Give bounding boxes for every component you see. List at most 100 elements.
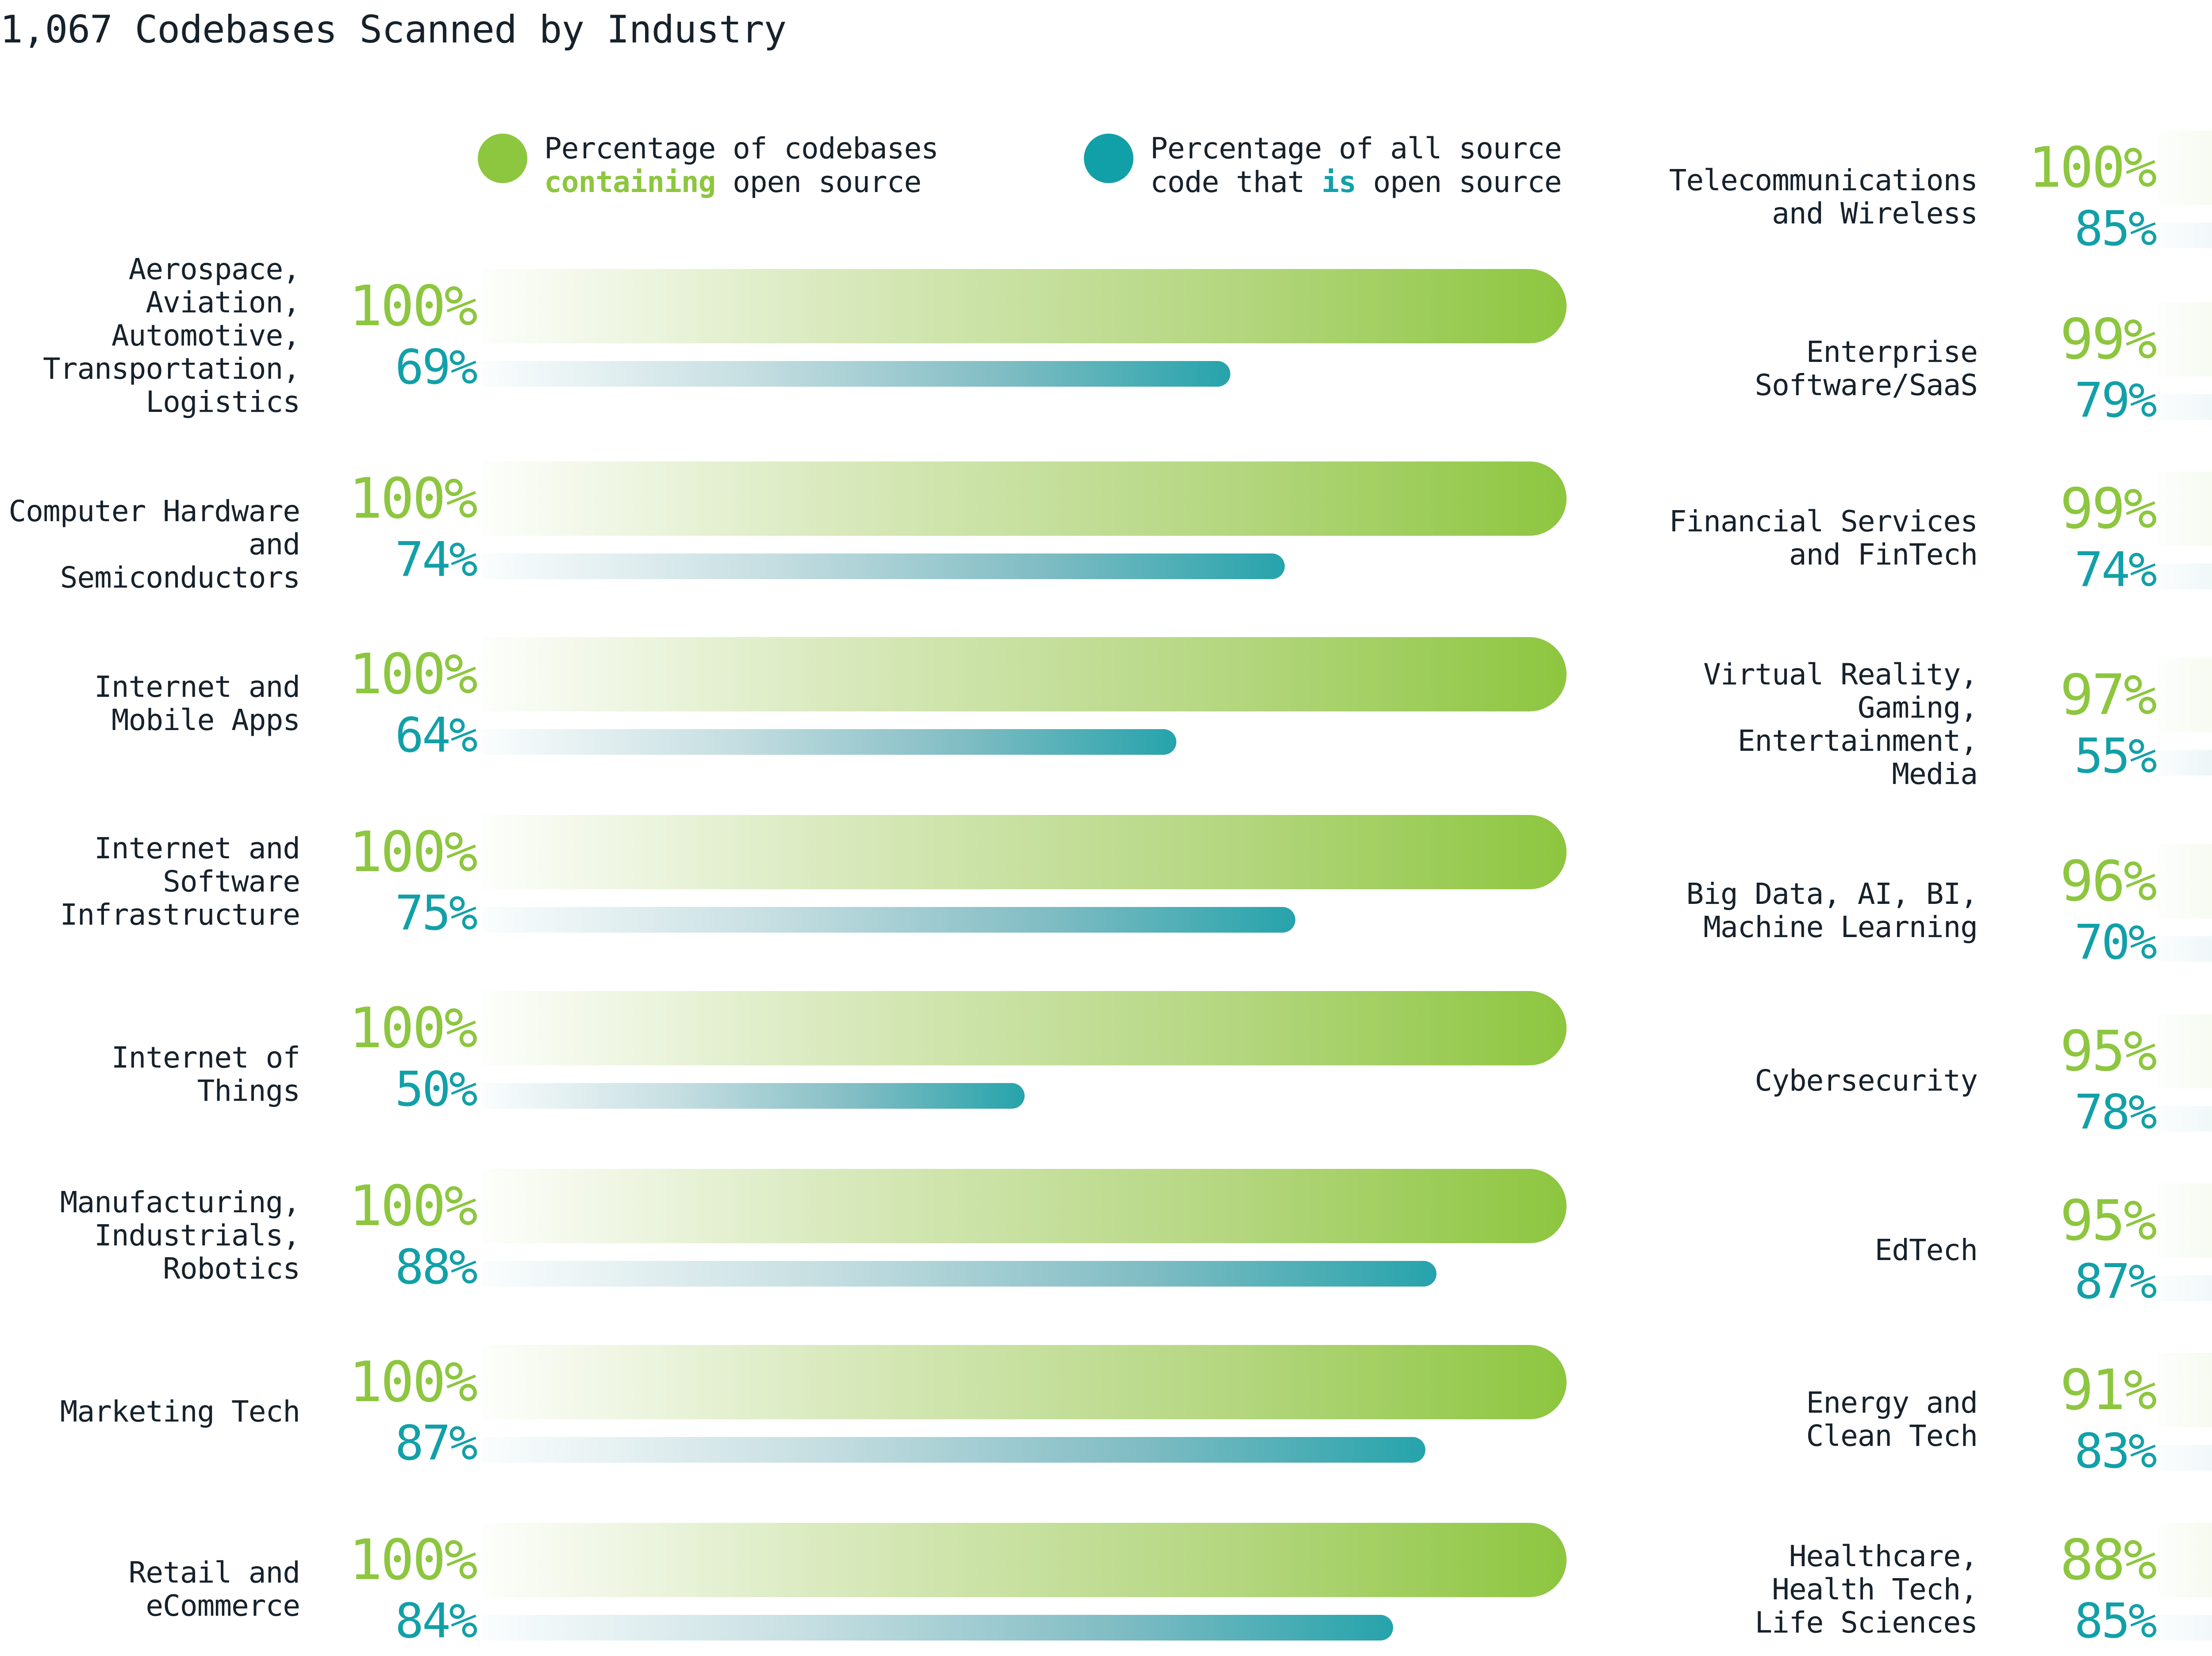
legend-line: code that is open source bbox=[1150, 165, 1562, 199]
legend-item-containing: Percentage of codebases containing open … bbox=[478, 131, 939, 199]
category-label: Enterprise Software/SaaS bbox=[1755, 335, 1978, 402]
legend-item-is-open-source: Percentage of all source code that is op… bbox=[1084, 132, 1562, 199]
legend-line: Percentage of codebases bbox=[544, 131, 939, 165]
containing-bar bbox=[2158, 658, 2212, 732]
legend-text-containing: Percentage of codebases containing open … bbox=[544, 131, 939, 199]
category-label: Retail and eCommerce bbox=[128, 1556, 300, 1623]
category-label: Big Data, AI, BI, Machine Learning bbox=[1686, 877, 1978, 944]
containing-bar bbox=[2158, 131, 2212, 205]
open-source-bar bbox=[482, 1083, 1025, 1109]
legend-rest: open source bbox=[1356, 165, 1562, 199]
containing-bar bbox=[2158, 844, 2212, 918]
open-source-bar bbox=[2158, 394, 2212, 420]
category-label: Energy and Clean Tech bbox=[1806, 1386, 1978, 1453]
category-label: Virtual Reality, Gaming, Entertainment, … bbox=[1703, 657, 1978, 791]
containing-percentage: 100% bbox=[349, 819, 478, 884]
containing-percentage: 100% bbox=[349, 1173, 478, 1238]
containing-percentage: 95% bbox=[2060, 1188, 2157, 1253]
open-source-percentage: 85% bbox=[2074, 201, 2157, 257]
open-source-percentage: 69% bbox=[395, 340, 478, 395]
open-source-percentage: 74% bbox=[2074, 542, 2157, 598]
open-source-percentage: 83% bbox=[2074, 1424, 2157, 1479]
open-source-percentage: 88% bbox=[395, 1240, 478, 1295]
category-label: Cybersecurity bbox=[1755, 1063, 1978, 1098]
open-source-percentage: 78% bbox=[2074, 1085, 2157, 1140]
open-source-bar bbox=[482, 1437, 1426, 1463]
containing-bar bbox=[2158, 1183, 2212, 1258]
open-source-bar bbox=[2158, 223, 2212, 248]
category-label: Internet and Software Infrastructure bbox=[60, 831, 300, 932]
open-source-bar bbox=[2158, 1615, 2212, 1641]
containing-bar bbox=[482, 815, 1567, 889]
legend-highlight: is bbox=[1321, 165, 1356, 199]
category-label: Aerospace, Aviation, Automotive, Transpo… bbox=[42, 252, 300, 419]
open-source-percentage: 55% bbox=[2074, 729, 2157, 784]
category-label: Manufacturing, Industrials, Robotics bbox=[60, 1185, 300, 1286]
category-label: Financial Services and FinTech bbox=[1669, 504, 1978, 572]
category-label: Healthcare, Health Tech, Life Sciences bbox=[1755, 1539, 1978, 1640]
containing-bar bbox=[482, 1345, 1567, 1419]
open-source-percentage: 87% bbox=[2074, 1254, 2157, 1310]
category-label: EdTech bbox=[1874, 1233, 1978, 1267]
legend-text-is-open-source: Percentage of all source code that is op… bbox=[1150, 132, 1562, 199]
category-label: Marketing Tech bbox=[60, 1394, 300, 1429]
containing-percentage: 100% bbox=[349, 642, 478, 707]
open-source-percentage: 75% bbox=[395, 886, 478, 941]
open-source-bar bbox=[482, 1261, 1436, 1287]
legend-line: containing open source bbox=[544, 165, 938, 199]
containing-bar bbox=[482, 637, 1567, 711]
teal-dot-icon bbox=[1084, 134, 1133, 183]
legend-line: Percentage of all source bbox=[1150, 131, 1562, 165]
containing-bar bbox=[482, 1523, 1567, 1597]
containing-bar bbox=[2158, 1014, 2212, 1088]
chart-title: 1,067 Codebases Scanned by Industry bbox=[0, 8, 787, 52]
containing-percentage: 97% bbox=[2060, 662, 2157, 727]
open-source-bar bbox=[482, 907, 1296, 933]
containing-percentage: 100% bbox=[349, 995, 478, 1060]
legend-highlight: containing bbox=[544, 165, 716, 199]
open-source-percentage: 85% bbox=[2074, 1594, 2157, 1649]
open-source-percentage: 79% bbox=[2074, 373, 2157, 428]
open-source-percentage: 50% bbox=[395, 1062, 478, 1117]
containing-bar bbox=[2158, 1523, 2212, 1597]
containing-percentage: 88% bbox=[2060, 1527, 2157, 1592]
open-source-bar bbox=[2158, 936, 2212, 962]
legend-rest: open source bbox=[715, 165, 922, 199]
open-source-percentage: 74% bbox=[395, 532, 478, 588]
containing-bar bbox=[482, 1169, 1567, 1243]
open-source-percentage: 70% bbox=[2074, 915, 2157, 970]
containing-bar bbox=[482, 991, 1567, 1065]
open-source-bar bbox=[2158, 1106, 2212, 1132]
open-source-bar bbox=[482, 361, 1231, 387]
containing-bar bbox=[2158, 1353, 2212, 1427]
containing-percentage: 99% bbox=[2060, 476, 2157, 541]
containing-percentage: 95% bbox=[2060, 1018, 2157, 1084]
containing-bar bbox=[2158, 472, 2212, 546]
open-source-percentage: 84% bbox=[395, 1594, 478, 1649]
open-source-bar bbox=[482, 553, 1285, 579]
containing-percentage: 100% bbox=[349, 273, 478, 338]
containing-percentage: 100% bbox=[349, 466, 478, 531]
category-label: Internet of Things bbox=[111, 1040, 300, 1108]
category-label: Telecommunications and Wireless bbox=[1669, 163, 1978, 231]
containing-percentage: 100% bbox=[349, 1349, 478, 1414]
category-label: Computer Hardware and Semiconductors bbox=[8, 494, 300, 595]
open-source-bar bbox=[2158, 564, 2212, 589]
open-source-percentage: 87% bbox=[395, 1416, 478, 1471]
containing-percentage: 96% bbox=[2060, 849, 2157, 914]
open-source-bar bbox=[482, 1615, 1393, 1641]
containing-percentage: 91% bbox=[2060, 1357, 2157, 1422]
containing-percentage: 100% bbox=[2028, 135, 2157, 200]
category-label: Internet and Mobile Apps bbox=[94, 670, 300, 737]
open-source-bar bbox=[2158, 1276, 2212, 1301]
containing-percentage: 99% bbox=[2060, 307, 2157, 372]
open-source-bar bbox=[2158, 1445, 2212, 1471]
legend-pre: code that bbox=[1150, 165, 1322, 199]
containing-percentage: 100% bbox=[349, 1527, 478, 1592]
open-source-bar bbox=[2158, 750, 2212, 776]
green-dot-icon bbox=[478, 134, 527, 183]
open-source-percentage: 64% bbox=[395, 708, 478, 763]
containing-bar bbox=[2158, 302, 2212, 377]
containing-bar bbox=[482, 269, 1567, 343]
containing-bar bbox=[482, 461, 1567, 536]
